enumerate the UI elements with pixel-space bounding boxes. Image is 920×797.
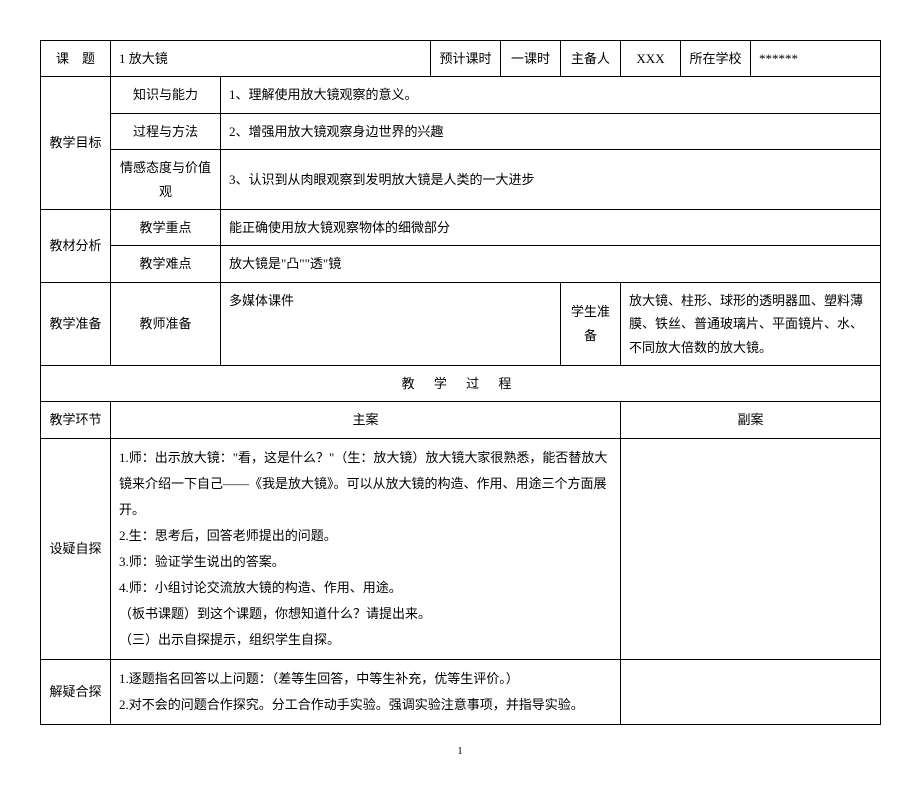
goal-key-0: 知识与能力 <box>111 77 221 113</box>
stage-1-name: 解疑合探 <box>41 659 111 724</box>
topic-value: 1 放大镜 <box>111 41 431 77</box>
school-label: 所在学校 <box>681 41 751 77</box>
goals-label: 教学目标 <box>41 77 111 210</box>
hours-label: 预计课时 <box>431 41 501 77</box>
goal-val-1: 2、增强用放大镜观察身边世界的兴趣 <box>221 113 881 149</box>
school-value: ****** <box>751 41 881 77</box>
hours-value: 一课时 <box>501 41 561 77</box>
goal-key-1: 过程与方法 <box>111 113 221 149</box>
prep-label: 教学准备 <box>41 282 111 365</box>
stage-0-name: 设疑自探 <box>41 438 111 659</box>
side-label: 副案 <box>621 402 881 438</box>
prep-student-label: 学生准备 <box>561 282 621 365</box>
analysis-key-1: 教学难点 <box>111 246 221 282</box>
analysis-label: 教材分析 <box>41 209 111 282</box>
goal-val-2: 3、认识到从肉眼观察到发明放大镜是人类的一大进步 <box>221 150 881 210</box>
stage-1-body: 1.逐题指名回答以上问题：（差等生回答，中等生补充，优等生评价。） 2.对不会的… <box>111 659 621 724</box>
goal-key-2: 情感态度与价值观 <box>111 150 221 210</box>
analysis-val-0: 能正确使用放大镜观察物体的细微部分 <box>221 209 881 245</box>
analysis-key-0: 教学重点 <box>111 209 221 245</box>
main-label: 主案 <box>111 402 621 438</box>
stage-0-side <box>621 438 881 659</box>
page-number: 1 <box>40 745 880 757</box>
process-header: 教 学 过 程 <box>41 365 881 401</box>
stage-label: 教学环节 <box>41 402 111 438</box>
goal-val-0: 1、理解使用放大镜观察的意义。 <box>221 77 881 113</box>
topic-label: 课 题 <box>41 41 111 77</box>
stage-0-body: 1.师：出示放大镜："看，这是什么？"（生：放大镜）放大镜大家很熟悉，能否替放大… <box>111 438 621 659</box>
author-label: 主备人 <box>561 41 621 77</box>
stage-1-side <box>621 659 881 724</box>
prep-teacher-label: 教师准备 <box>111 282 221 365</box>
analysis-val-1: 放大镜是"凸""透"镜 <box>221 246 881 282</box>
author-value: XXX <box>621 41 681 77</box>
prep-teacher-value: 多媒体课件 <box>221 282 561 365</box>
prep-student-value: 放大镜、柱形、球形的透明器皿、塑料薄膜、铁丝、普通玻璃片、平面镜片、水、不同放大… <box>621 282 881 365</box>
